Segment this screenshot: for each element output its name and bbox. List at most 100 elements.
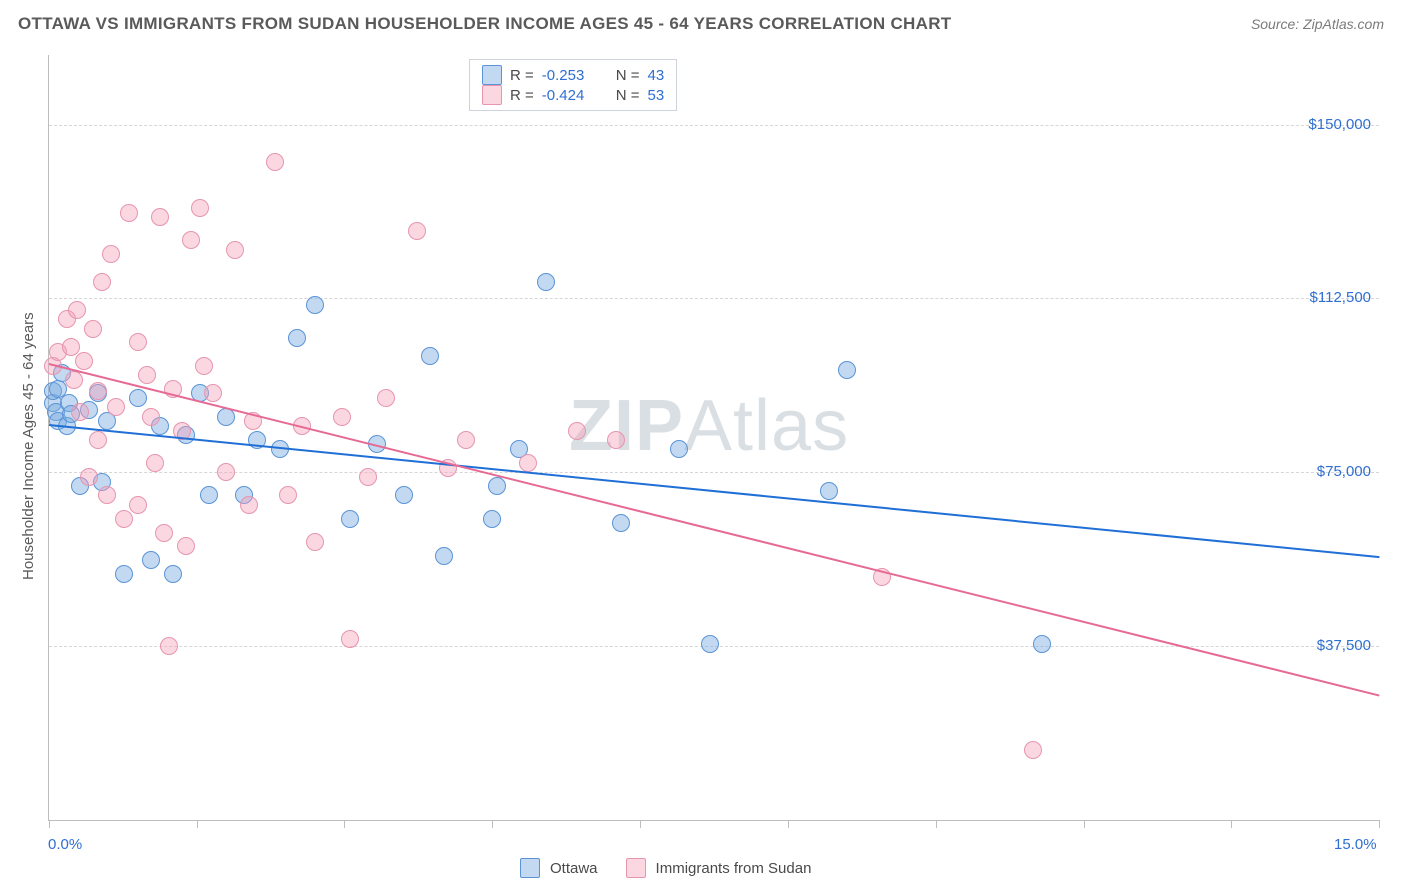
x-tick-mark: [640, 820, 641, 828]
scatter-point: [120, 204, 138, 222]
x-tick-mark: [936, 820, 937, 828]
scatter-point: [204, 384, 222, 402]
scatter-point: [226, 241, 244, 259]
scatter-point: [89, 382, 107, 400]
legend-series-label: Immigrants from Sudan: [656, 860, 812, 877]
legend-swatch: [520, 858, 540, 878]
scatter-point: [138, 366, 156, 384]
scatter-point: [142, 408, 160, 426]
scatter-point: [519, 454, 537, 472]
scatter-point: [155, 524, 173, 542]
scatter-point: [457, 431, 475, 449]
gridline-horizontal: [49, 125, 1379, 126]
scatter-point: [670, 440, 688, 458]
scatter-point: [164, 565, 182, 583]
legend-swatch: [626, 858, 646, 878]
scatter-point: [142, 551, 160, 569]
scatter-point: [75, 352, 93, 370]
x-tick-mark: [197, 820, 198, 828]
scatter-point: [483, 510, 501, 528]
scatter-point: [102, 245, 120, 263]
scatter-point: [266, 153, 284, 171]
scatter-point: [89, 431, 107, 449]
watermark-suffix: Atlas: [684, 386, 849, 466]
source-attribution: Source: ZipAtlas.com: [1251, 16, 1384, 32]
scatter-point: [488, 477, 506, 495]
scatter-point: [115, 565, 133, 583]
legend-stats-row: R = -0.253 N = 43: [482, 65, 664, 85]
legend-n-value: 43: [648, 67, 665, 84]
legend-swatch: [482, 85, 502, 105]
chart-title: OTTAWA VS IMMIGRANTS FROM SUDAN HOUSEHOL…: [18, 14, 951, 34]
scatter-point: [217, 463, 235, 481]
scatter-point: [146, 454, 164, 472]
legend-correlation-stats: R = -0.253 N = 43 R = -0.424 N = 53: [469, 59, 677, 111]
legend-n-prefix: N =: [616, 67, 640, 84]
scatter-point: [65, 371, 83, 389]
scatter-point: [607, 431, 625, 449]
scatter-point: [93, 273, 111, 291]
x-tick-label: 0.0%: [48, 836, 82, 853]
scatter-point: [537, 273, 555, 291]
scatter-point: [177, 537, 195, 555]
y-tick-label: $37,500: [1317, 637, 1371, 654]
scatter-point: [182, 231, 200, 249]
scatter-point: [107, 398, 125, 416]
legend-n-prefix: N =: [616, 87, 640, 104]
scatter-point: [151, 208, 169, 226]
scatter-point: [98, 486, 116, 504]
scatter-point: [341, 510, 359, 528]
legend-series-label: Ottawa: [550, 860, 598, 877]
x-tick-label: 15.0%: [1334, 836, 1377, 853]
x-tick-mark: [1231, 820, 1232, 828]
x-tick-mark: [49, 820, 50, 828]
y-axis-label: Householder Income Ages 45 - 64 years: [20, 312, 37, 580]
scatter-point: [195, 357, 213, 375]
scatter-point: [1024, 741, 1042, 759]
watermark-prefix: ZIP: [569, 386, 684, 466]
scatter-point: [435, 547, 453, 565]
legend-n-value: 53: [648, 87, 665, 104]
x-tick-mark: [1084, 820, 1085, 828]
scatter-point: [129, 496, 147, 514]
y-tick-label: $112,500: [1310, 289, 1371, 306]
x-tick-mark: [788, 820, 789, 828]
scatter-point: [240, 496, 258, 514]
scatter-plot-area: ZIPAtlas R = -0.253 N = 43 R = -0.424 N = 53 $3…: [48, 55, 1379, 821]
legend-r-prefix: R =: [510, 67, 534, 84]
scatter-point: [306, 533, 324, 551]
scatter-point: [306, 296, 324, 314]
scatter-point: [160, 637, 178, 655]
y-tick-label: $75,000: [1317, 463, 1371, 480]
scatter-point: [612, 514, 630, 532]
scatter-point: [80, 468, 98, 486]
scatter-point: [820, 482, 838, 500]
y-tick-label: $150,000: [1308, 116, 1371, 133]
chart-container: OTTAWA VS IMMIGRANTS FROM SUDAN HOUSEHOL…: [0, 0, 1406, 892]
x-tick-mark: [1379, 820, 1380, 828]
scatter-point: [191, 199, 209, 217]
x-tick-mark: [492, 820, 493, 828]
scatter-point: [395, 486, 413, 504]
scatter-point: [701, 635, 719, 653]
legend-series-names: Ottawa Immigrants from Sudan: [520, 858, 829, 878]
legend-r-value: -0.253: [542, 67, 598, 84]
scatter-point: [421, 347, 439, 365]
scatter-point: [838, 361, 856, 379]
scatter-point: [359, 468, 377, 486]
scatter-point: [1033, 635, 1051, 653]
gridline-horizontal: [49, 472, 1379, 473]
legend-r-value: -0.424: [542, 87, 598, 104]
scatter-point: [408, 222, 426, 240]
scatter-point: [333, 408, 351, 426]
watermark-text: ZIPAtlas: [569, 385, 849, 467]
scatter-point: [341, 630, 359, 648]
scatter-point: [71, 403, 89, 421]
scatter-point: [200, 486, 218, 504]
scatter-point: [129, 389, 147, 407]
legend-stats-row: R = -0.424 N = 53: [482, 85, 664, 105]
legend-swatch: [482, 65, 502, 85]
legend-r-prefix: R =: [510, 87, 534, 104]
scatter-point: [129, 333, 147, 351]
scatter-point: [115, 510, 133, 528]
